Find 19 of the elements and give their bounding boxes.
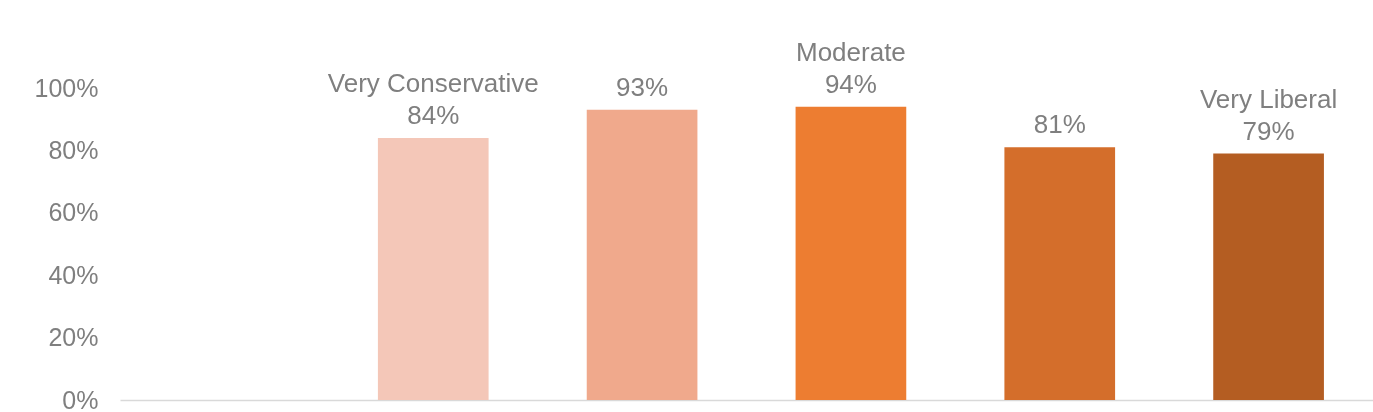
data-label: 94% bbox=[824, 68, 877, 99]
bar bbox=[1004, 147, 1116, 400]
bar bbox=[1213, 153, 1324, 400]
data-label: 93% bbox=[616, 71, 669, 102]
y-tick-label: 0% bbox=[62, 385, 99, 412]
y-tick-label: 40% bbox=[48, 260, 99, 289]
y-tick-label: 80% bbox=[48, 135, 99, 164]
data-label: 84% bbox=[407, 99, 460, 130]
y-tick-label: 20% bbox=[48, 323, 99, 352]
data-label: 81% bbox=[1033, 109, 1086, 140]
x-tick-label: Very Conservative bbox=[327, 67, 539, 98]
x-tick-label: Very Liberal bbox=[1199, 83, 1338, 114]
x-tick-label: Moderate bbox=[795, 36, 906, 67]
data-label: 79% bbox=[1242, 115, 1295, 146]
y-tick-label: 60% bbox=[48, 198, 99, 227]
bar bbox=[586, 109, 698, 400]
bar bbox=[795, 106, 907, 400]
bar bbox=[377, 137, 489, 400]
y-tick-label: 100% bbox=[34, 73, 99, 102]
